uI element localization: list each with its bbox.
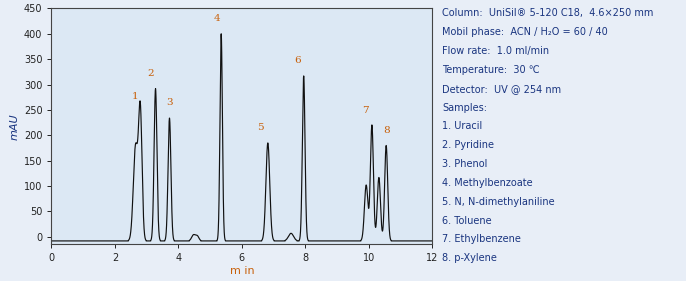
Text: 1: 1: [132, 92, 139, 101]
Text: 5: 5: [257, 123, 264, 132]
Text: 4. Methylbenzoate: 4. Methylbenzoate: [442, 178, 533, 188]
Text: 6. Toluene: 6. Toluene: [442, 216, 492, 226]
Text: 2. Pyridine: 2. Pyridine: [442, 140, 495, 150]
Text: 4: 4: [214, 14, 220, 23]
Text: Detector:  UV @ 254 nm: Detector: UV @ 254 nm: [442, 84, 562, 94]
Text: 5. N, N-dimethylaniline: 5. N, N-dimethylaniline: [442, 197, 555, 207]
Text: 7. Ethylbenzene: 7. Ethylbenzene: [442, 234, 521, 244]
Text: 2: 2: [147, 69, 154, 78]
Text: Samples:: Samples:: [442, 103, 488, 113]
Text: 6: 6: [294, 56, 300, 65]
Text: 8. p-Xylene: 8. p-Xylene: [442, 253, 497, 263]
Text: Flow rate:  1.0 ml/min: Flow rate: 1.0 ml/min: [442, 46, 549, 56]
Text: 8: 8: [383, 126, 390, 135]
Y-axis label: mAU: mAU: [10, 113, 20, 140]
Text: 3. Phenol: 3. Phenol: [442, 159, 488, 169]
Text: Column:  UniSil® 5-120 C18,  4.6×250 mm: Column: UniSil® 5-120 C18, 4.6×250 mm: [442, 8, 654, 19]
Text: Temperature:  30 ℃: Temperature: 30 ℃: [442, 65, 540, 75]
Text: 3: 3: [166, 98, 173, 107]
Text: 1. Uracil: 1. Uracil: [442, 121, 483, 132]
Text: 7: 7: [362, 106, 369, 115]
Text: Mobil phase:  ACN / H₂O = 60 / 40: Mobil phase: ACN / H₂O = 60 / 40: [442, 27, 608, 37]
X-axis label: m in: m in: [230, 266, 254, 276]
